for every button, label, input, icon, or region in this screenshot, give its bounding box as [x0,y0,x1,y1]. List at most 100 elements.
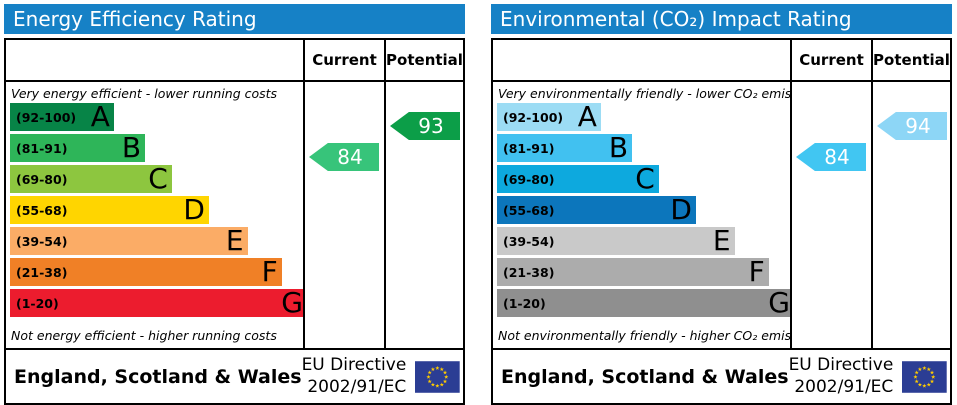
current-column-header: Current [303,40,384,80]
chart-footer: England, Scotland & Wales EU Directive 2… [491,350,952,405]
table-header: Current Potential [493,40,950,80]
band-bar-d: (55-68) D [10,196,209,224]
current-column: 84 [303,82,384,348]
bottom-caption: Not energy efficient - higher running co… [11,328,277,343]
eu-directive-line2: 2002/91/EC [794,376,894,397]
band-letter: B [608,131,629,164]
band-range: (69-80) [16,171,68,187]
table-header: Current Potential [6,40,463,80]
band-bar-f: (21-38) F [497,258,769,286]
band-bar-f: (21-38) F [10,258,282,286]
band-row-a: (92-100) A [493,103,790,134]
band-row-e: (39-54) E [493,227,790,258]
potential-column: 94 [871,82,950,348]
bottom-caption: Not environmentally friendly - higher CO… [498,328,790,343]
top-caption: Very energy efficient - lower running co… [11,86,278,101]
band-bar-e: (39-54) E [497,227,735,255]
current-rating-value: 84 [824,145,850,169]
footer-region: England, Scotland & Wales [501,365,789,388]
eu-directive-line2: 2002/91/EC [307,376,407,397]
band-row-d: (55-68) D [6,196,303,227]
band-row-f: (21-38) F [493,258,790,289]
chart-title: Environmental (CO₂) Impact Rating [491,4,952,34]
band-letter: C [635,162,655,195]
chart-title: Energy Efficiency Rating [4,4,465,34]
band-range: (55-68) [503,202,555,218]
band-bar-a: (92-100) A [10,103,114,131]
band-row-g: (1-20) G [493,289,790,320]
band-row-f: (21-38) F [6,258,303,289]
band-letter: E [712,224,731,257]
chart-footer: England, Scotland & Wales EU Directive 2… [4,350,465,405]
band-bar-a: (92-100) A [497,103,601,131]
band-row-g: (1-20) G [6,289,303,320]
band-range: (39-54) [503,233,555,249]
band-range: (92-100) [503,109,564,125]
band-letter: D [670,193,692,226]
band-range: (69-80) [503,171,555,187]
band-letter: D [183,193,205,226]
band-bar-b: (81-91) B [10,131,146,164]
current-column: 84 [790,82,871,348]
band-bar-e: (39-54) E [10,227,248,255]
band-range: (39-54) [16,233,68,249]
band-letter: G [281,286,303,319]
band-bar-g: (1-20) G [497,289,790,317]
band-letter: F [261,255,278,288]
current-column-header: Current [790,40,871,80]
band-bar-d: (55-68) D [497,196,696,224]
potential-rating-arrow: 94 [877,112,947,140]
potential-column-header: Potential [384,40,463,80]
band-row-c: (69-80) C [493,165,790,196]
band-range: (92-100) [16,109,77,125]
potential-rating-arrow: 93 [390,112,460,140]
band-letter: F [748,255,765,288]
band-row-b: (81-91) B [493,134,790,165]
band-range: (1-20) [503,295,546,311]
band-range: (21-38) [503,264,555,280]
band-bar-c: (69-80) C [497,165,659,193]
footer-region: England, Scotland & Wales [14,365,302,388]
eu-flag-icon [902,360,947,393]
band-range: (1-20) [16,295,59,311]
potential-rating-value: 93 [418,114,444,138]
band-bar-b: (81-91) B [497,131,633,164]
band-row-e: (39-54) E [6,227,303,258]
band-letter: E [225,224,244,257]
eu-directive-line1: EU Directive [788,355,894,376]
band-row-a: (92-100) A [6,103,303,134]
band-row-d: (55-68) D [493,196,790,227]
rating-table: Current Potential Very energy efficient … [4,38,465,350]
bands-column: Very energy efficient - lower running co… [6,82,303,348]
energy-efficiency-chart: Energy Efficiency Rating Current Potenti… [4,4,465,405]
potential-rating-value: 94 [905,114,931,138]
header-spacer [493,40,790,80]
band-bar-c: (69-80) C [10,165,172,193]
current-rating-arrow: 84 [796,143,866,171]
table-body: Very energy efficient - lower running co… [6,80,463,348]
band-range: (55-68) [16,202,68,218]
band-range: (81-91) [16,140,68,156]
potential-column-header: Potential [871,40,950,80]
rating-table: Current Potential Very environmentally f… [491,38,952,350]
band-row-c: (69-80) C [6,165,303,196]
band-row-b: (81-91) B [6,134,303,165]
band-range: (81-91) [503,140,555,156]
co2-impact-chart: Environmental (CO₂) Impact Rating Curren… [491,4,952,405]
eu-flag-icon [415,360,460,393]
band-range: (21-38) [16,264,68,280]
bands-column: Very environmentally friendly - lower CO… [493,82,790,348]
band-letter: G [768,286,790,319]
band-letter: A [90,100,110,133]
top-caption: Very environmentally friendly - lower CO… [498,86,790,101]
band-letter: B [121,131,142,164]
current-rating-value: 84 [337,145,363,169]
eu-directive-line1: EU Directive [301,355,407,376]
band-letter: C [148,162,168,195]
band-letter: A [577,100,597,133]
eu-directive: EU Directive 2002/91/EC [302,355,407,398]
eu-directive: EU Directive 2002/91/EC [789,355,894,398]
potential-column: 93 [384,82,463,348]
header-spacer [6,40,303,80]
